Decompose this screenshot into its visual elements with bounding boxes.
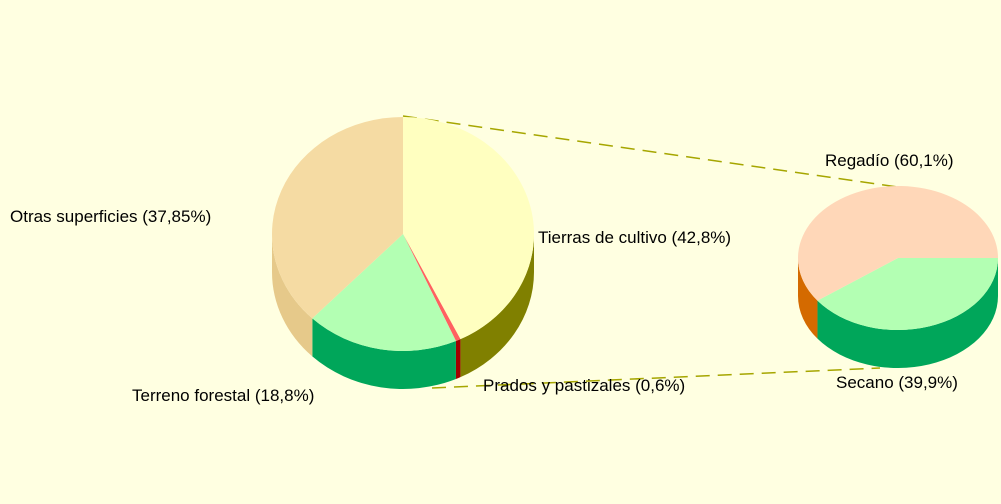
pie-slice (312, 234, 456, 352)
pie-group (797, 185, 998, 368)
pie-side (455, 339, 461, 380)
pie-slice (403, 234, 461, 342)
slice-label: Otras superficies (37,85%) (10, 207, 211, 226)
pie-side (817, 258, 998, 368)
leader-line (431, 367, 881, 389)
slice-label: Regadío (60,1%) (825, 151, 954, 170)
pie-side (460, 234, 534, 378)
slice-label: Terreno forestal (18,8%) (132, 386, 314, 405)
pie-slice (797, 185, 998, 301)
pie-side (312, 318, 456, 390)
pie-slice (817, 258, 998, 330)
pie-side (272, 234, 313, 357)
pie-side (798, 258, 818, 339)
pie-slice (271, 117, 403, 319)
slice-label: Prados y pastizales (0,6%) (483, 376, 685, 395)
pie-slice (403, 117, 535, 340)
pie-group (271, 117, 535, 390)
slice-label: Secano (39,9%) (836, 373, 958, 392)
slice-label: Tierras de cultivo (42,8%) (538, 228, 731, 247)
leader-line (402, 115, 906, 189)
